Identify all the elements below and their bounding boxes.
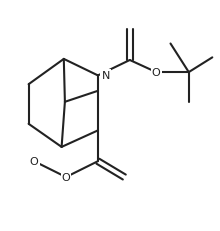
Text: O: O bbox=[30, 157, 38, 167]
Text: O: O bbox=[152, 68, 161, 78]
Text: O: O bbox=[62, 172, 70, 182]
Text: N: N bbox=[101, 71, 110, 81]
